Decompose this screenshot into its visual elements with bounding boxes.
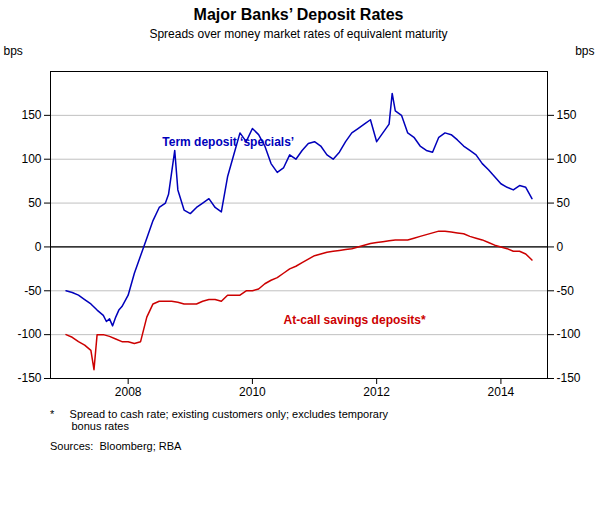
svg-text:bps: bps [575, 44, 594, 58]
html-text:Major Banks’ Deposit Rates: Major Banks’ Deposit Rates [193, 6, 404, 23]
svg-text:At-call savings deposits*: At-call savings deposits* [284, 313, 426, 327]
svg-text:-100: -100 [557, 327, 581, 341]
svg-text:-50: -50 [24, 284, 42, 298]
svg-text:-150: -150 [557, 371, 581, 385]
svg-text:2014: 2014 [488, 385, 515, 399]
svg-text:2008: 2008 [115, 385, 142, 399]
svg-text:150: 150 [21, 108, 41, 122]
svg-text:bps: bps [4, 44, 23, 58]
svg-text:-50: -50 [557, 284, 575, 298]
html-text:Spreads over money market rate: Spreads over money market rates of equiv… [149, 27, 448, 41]
svg-text:0: 0 [35, 240, 42, 254]
svg-text:-150: -150 [17, 371, 41, 385]
svg-text:100: 100 [21, 152, 41, 166]
html-text:* Spread to cash rate; existin: * Spread to cash rate; existing customer… [50, 408, 389, 432]
svg-text:50: 50 [28, 196, 42, 210]
svg-text:Term deposit ‘specials’: Term deposit ‘specials’ [162, 135, 294, 149]
svg-text:100: 100 [557, 152, 577, 166]
svg-text:2012: 2012 [363, 385, 390, 399]
svg-text:150: 150 [557, 108, 577, 122]
svg-text:-100: -100 [17, 327, 41, 341]
html-text:Sources: Bloomberg; RBA: Sources: Bloomberg; RBA [50, 440, 182, 452]
svg-text:50: 50 [557, 196, 571, 210]
svg-text:2010: 2010 [239, 385, 266, 399]
svg-text:0: 0 [557, 240, 564, 254]
